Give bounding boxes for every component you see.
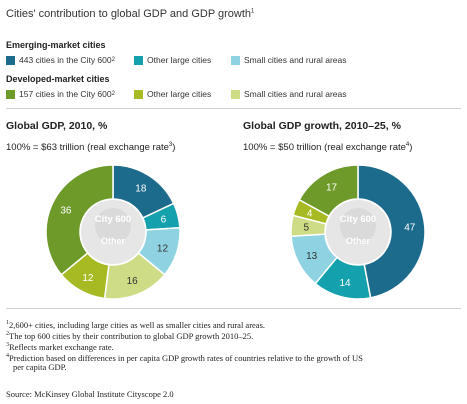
donut-center-disk <box>340 208 376 244</box>
chart-title-gdp-2010: Global GDP, 2010, % <box>6 120 108 132</box>
data-label: 4 <box>307 208 313 219</box>
center-label-city600: City 600 <box>340 214 376 225</box>
legend-item-developed-other-large: Other large cities <box>134 89 211 99</box>
data-label: 12 <box>82 273 94 284</box>
legend-item-emerging-other-large: Other large cities <box>134 55 211 65</box>
data-label: 5 <box>303 223 309 234</box>
data-label: 12 <box>157 244 169 255</box>
pie-slice <box>357 164 426 299</box>
legend-item-developed-city600: 157 cities in the City 600 2 <box>6 89 115 99</box>
legend-swatch <box>134 55 143 65</box>
legend-swatch <box>231 89 240 99</box>
center-label-city600: City 600 <box>95 214 131 225</box>
footnote-3: 3Reflects market exchange rate. <box>6 341 114 352</box>
center-label-other: Other <box>101 236 126 246</box>
data-label: 18 <box>135 184 147 195</box>
legend-swatch <box>6 55 15 65</box>
pie-slice <box>45 164 114 276</box>
divider <box>6 308 461 309</box>
center-label-other: Other <box>346 236 371 246</box>
legend-swatch <box>134 89 143 99</box>
source-note: Source: McKinsey Global Institute Citysc… <box>6 389 174 399</box>
donut-chart-gdp-2010: 18 6 12 16 12 36 City 600 Other <box>45 164 181 300</box>
footnote-4-continued: per capita GDP. <box>13 362 67 372</box>
data-label: 16 <box>127 276 139 287</box>
divider <box>6 108 461 109</box>
chart-subtitle-gdp-growth: 100% = $50 trillion (real exchange rate4… <box>243 142 413 154</box>
donut-chart-gdp-growth: 47 14 13 5 4 17 City 600 Other <box>290 164 426 300</box>
footnote-4: 4Prediction based on differences in per … <box>6 352 363 363</box>
legend-emerging-title: Emerging-market cities <box>6 40 106 50</box>
legend-swatch <box>231 55 240 65</box>
footnote-1: 12,600+ cities, including large cities a… <box>6 319 266 330</box>
chart-subtitle-gdp-2010: 100% = $63 trillion (real exchange rate3… <box>6 142 176 154</box>
data-label: 47 <box>404 223 416 234</box>
donut-center-disk <box>95 208 131 244</box>
data-label: 13 <box>306 251 318 262</box>
data-label: 36 <box>60 205 72 216</box>
data-label: 6 <box>161 215 167 226</box>
legend-item-emerging-small: Small cities and rural areas <box>231 55 347 65</box>
legend-item-developed-small: Small cities and rural areas <box>231 89 347 99</box>
legend-developed-title: Developed-market cities <box>6 74 110 84</box>
page-title: Cities' contribution to global GDP and G… <box>6 8 255 20</box>
pie-slice <box>298 164 359 218</box>
data-label: 17 <box>326 183 338 194</box>
data-label: 14 <box>340 278 352 289</box>
footnote-2: 2The top 600 cities by their contributio… <box>6 330 254 341</box>
chart-title-gdp-growth: Global GDP growth, 2010–25, % <box>243 120 401 132</box>
legend-item-emerging-city600: 443 cities in the City 600 2 <box>6 55 115 65</box>
legend-swatch <box>6 89 15 99</box>
